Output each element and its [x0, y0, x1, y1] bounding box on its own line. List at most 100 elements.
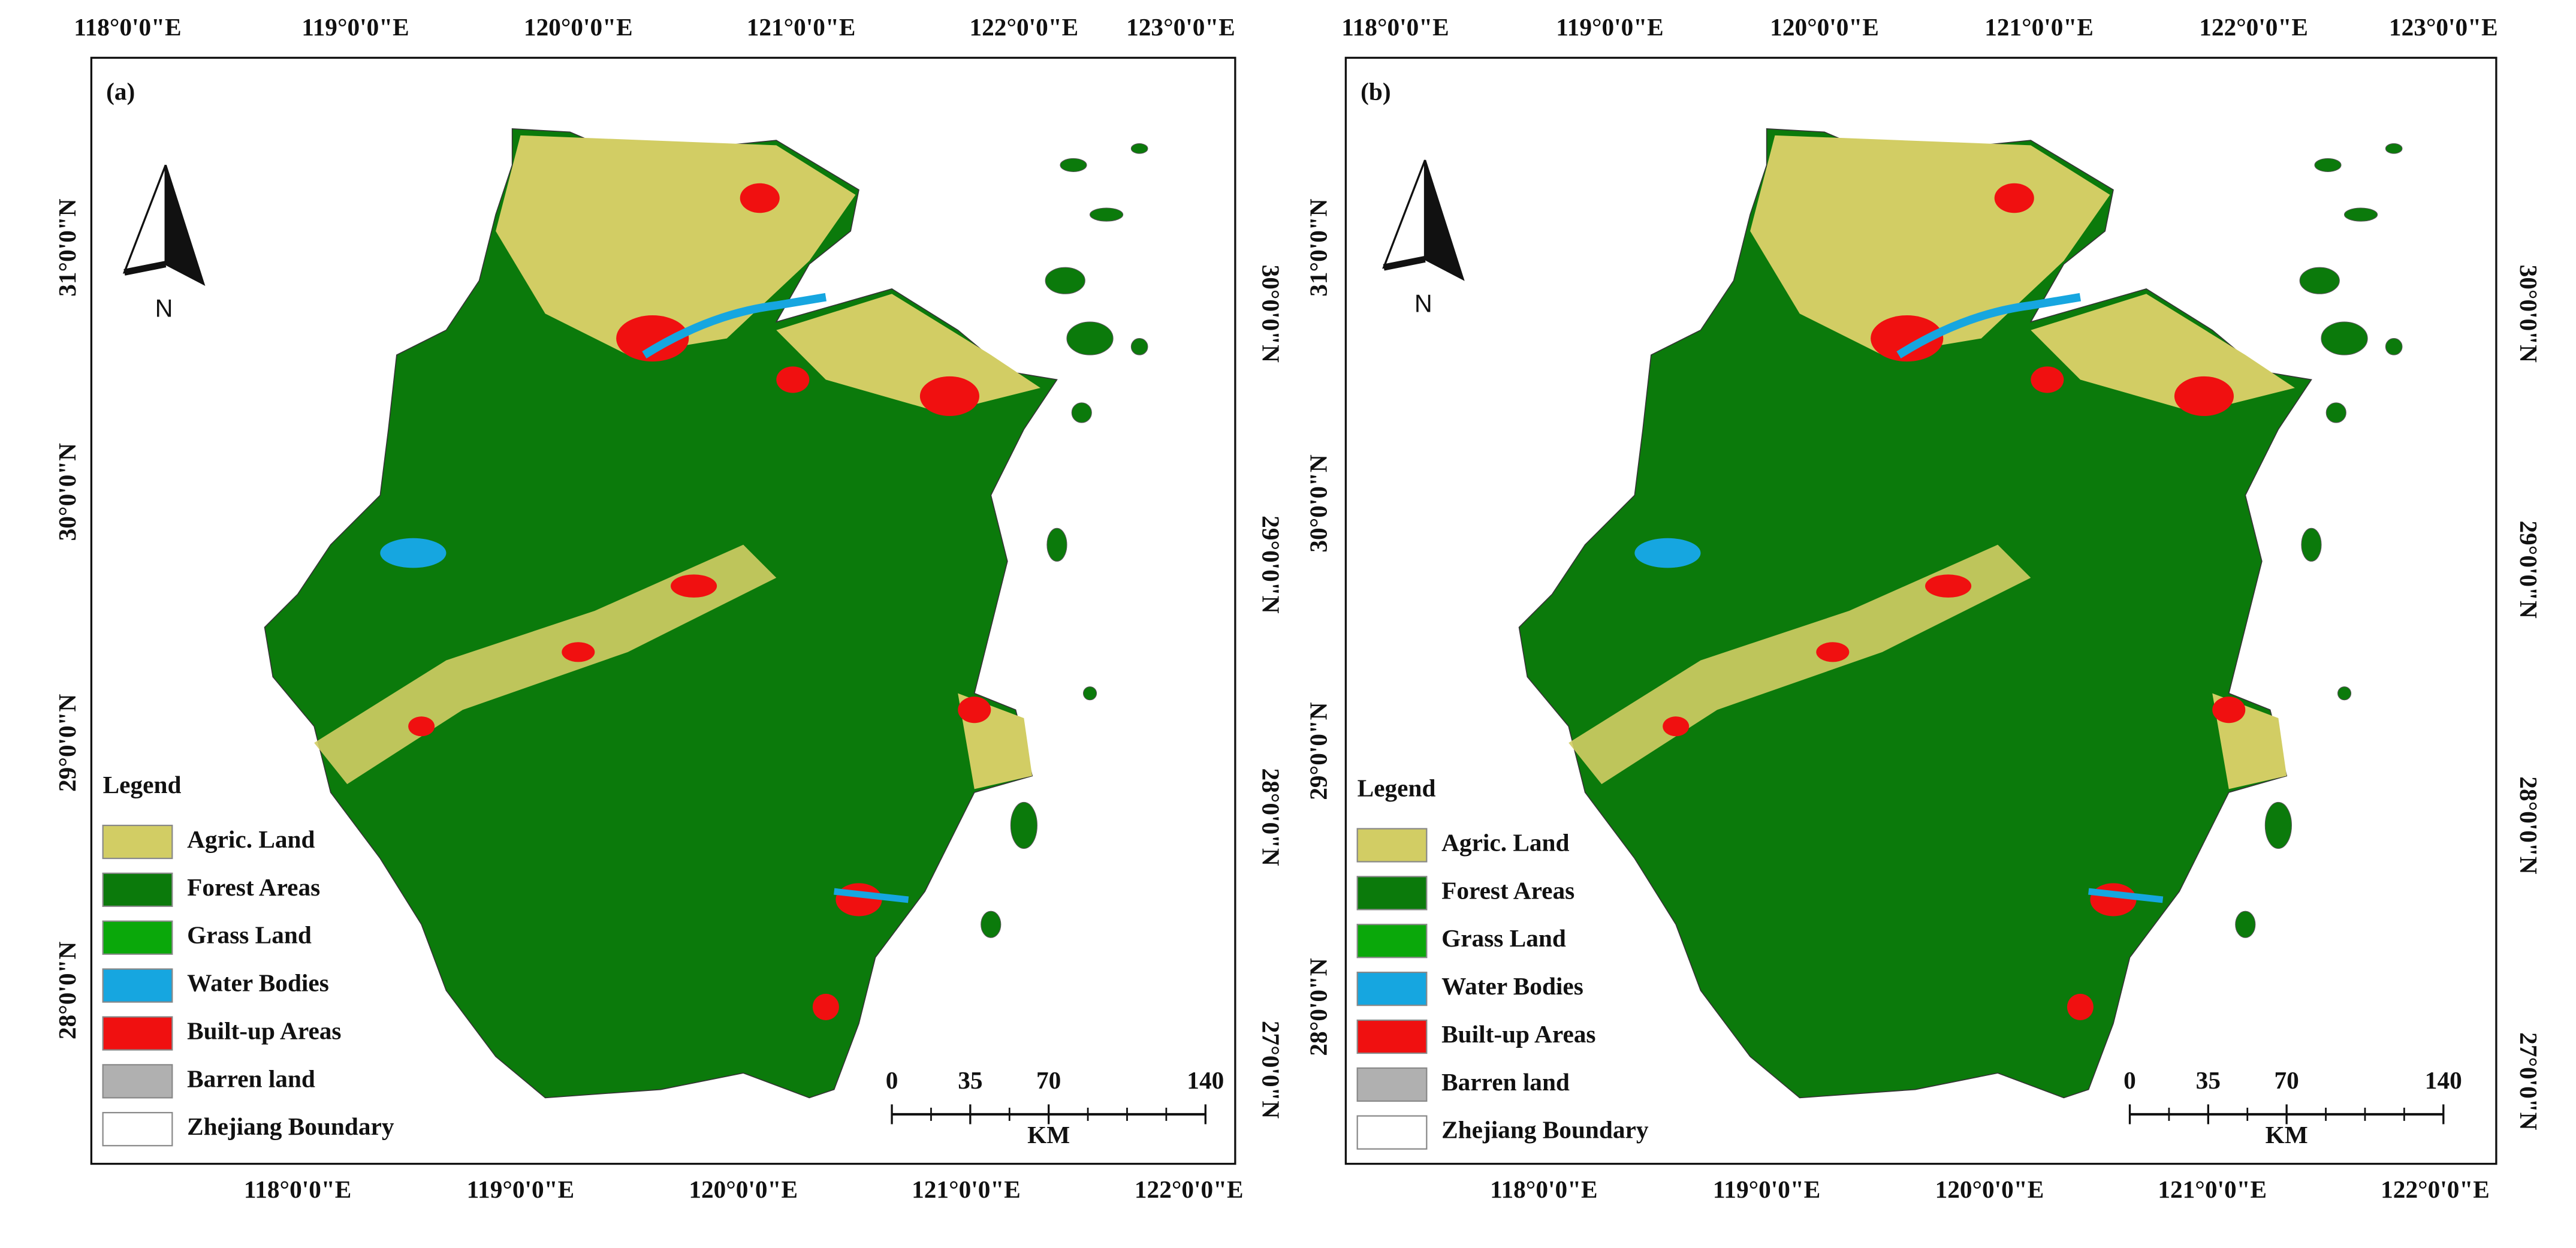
land-built-up — [562, 642, 595, 662]
legend-label: Forest Areas — [1441, 876, 1574, 904]
island — [1046, 527, 1067, 562]
water-river — [642, 293, 827, 358]
legend-label: Zhejiang Boundary — [1441, 1116, 1649, 1144]
land-agric-east — [2031, 294, 2295, 413]
land-built-up — [835, 883, 882, 917]
legend-label: Grass Land — [1441, 924, 1566, 952]
scale-bar-unit: KM — [2266, 1121, 2308, 1148]
land-built-up — [958, 697, 991, 724]
legend-swatch — [102, 1064, 173, 1099]
bottom-longitude-label: 119°0'0"E — [467, 1175, 574, 1203]
water-river — [1896, 293, 2082, 358]
island — [1045, 267, 1085, 294]
legend-title: Legend — [1358, 774, 1436, 802]
legend-swatch — [1356, 924, 1428, 958]
right-latitude-label: 30°0'0"N — [2515, 265, 2542, 363]
bottom-longitude-label: 122°0'0"E — [2381, 1175, 2490, 1203]
land-built-up — [812, 993, 839, 1020]
water-lake — [1634, 538, 1701, 568]
island — [2385, 143, 2403, 154]
top-longitude-label: 120°0'0"E — [1770, 13, 1879, 41]
land-built-up — [2212, 697, 2246, 724]
legend-swatch — [1356, 971, 1428, 1006]
scale-bar-label: 140 — [1187, 1066, 1224, 1094]
land-built-up — [919, 376, 980, 416]
top-longitude-label: 119°0'0"E — [1556, 13, 1663, 41]
left-latitude-label: 31°0'0"N — [53, 198, 81, 297]
map-panel: (b) 118°0'0"E 119°0'0"E 120°0'0"E 121°0'0"E 1… — [1305, 13, 2542, 1203]
right-latitude-label: 30°0'0"N — [1257, 265, 1284, 363]
legend-swatch — [102, 968, 173, 1003]
panel-label: (a) — [106, 77, 135, 105]
legend-label: Forest Areas — [187, 873, 320, 901]
land-built-up — [1871, 315, 1944, 362]
left-latitude-label: 29°0'0"N — [53, 694, 81, 792]
legend-title: Legend — [103, 771, 182, 798]
north-label: N — [1414, 290, 1432, 317]
land-built-up — [408, 716, 435, 737]
water-river-south — [834, 888, 909, 903]
bottom-longitude-label: 118°0'0"E — [244, 1175, 351, 1203]
scale-bar-label: 0 — [886, 1066, 898, 1094]
legend-label: Agric. Land — [187, 825, 315, 853]
left-latitude-label: 30°0'0"N — [53, 443, 81, 541]
right-latitude-label: 29°0'0"N — [2515, 520, 2542, 619]
left-latitude-label: 29°0'0"N — [1305, 702, 1332, 800]
right-latitude-label: 28°0'0"N — [2515, 776, 2542, 875]
land-built-up — [1994, 183, 2034, 213]
island — [2235, 911, 2256, 938]
scale-bar-label: 0 — [2123, 1066, 2136, 1094]
bottom-longitude-label: 121°0'0"E — [912, 1175, 1021, 1203]
scale-bar-label: 35 — [2196, 1066, 2221, 1094]
island — [2337, 686, 2352, 701]
right-latitude-label: 29°0'0"N — [1257, 516, 1284, 614]
bottom-longitude-label: 120°0'0"E — [689, 1175, 798, 1203]
island — [1066, 321, 1114, 355]
island — [2343, 207, 2378, 222]
island — [1060, 158, 1087, 172]
top-longitude-label: 121°0'0"E — [747, 13, 856, 41]
legend-swatch — [102, 1016, 173, 1051]
land-built-up — [1663, 716, 1690, 737]
bottom-longitude-label: 118°0'0"E — [1490, 1175, 1597, 1203]
island — [1082, 686, 1097, 701]
island — [1089, 207, 1124, 222]
legend-label: Barren land — [1441, 1068, 1570, 1096]
legend-label: Barren land — [187, 1065, 315, 1092]
land-built-up — [2031, 366, 2064, 393]
left-latitude-label: 28°0'0"N — [53, 942, 81, 1040]
land-built-up — [671, 574, 717, 598]
left-latitude-label: 31°0'0"N — [1305, 198, 1332, 297]
island — [981, 911, 1002, 938]
top-longitude-label: 118°0'0"E — [1341, 13, 1449, 41]
land-built-up — [1925, 574, 1972, 598]
island — [2264, 801, 2292, 849]
bottom-longitude-label: 119°0'0"E — [1713, 1175, 1820, 1203]
land-built-up — [740, 183, 780, 213]
top-longitude-label: 122°0'0"E — [970, 13, 1079, 41]
top-longitude-label: 119°0'0"E — [301, 13, 409, 41]
legend-label: Grass Land — [187, 921, 312, 949]
top-longitude-label: 122°0'0"E — [2199, 13, 2308, 41]
land-built-up — [2090, 883, 2137, 917]
water-river-south — [2088, 888, 2164, 903]
bottom-longitude-label: 122°0'0"E — [1135, 1175, 1244, 1203]
legend-label: Built-up Areas — [1441, 1020, 1595, 1048]
land-built-up — [2067, 993, 2094, 1020]
top-longitude-label: 123°0'0"E — [1126, 13, 1235, 41]
land-built-up — [776, 366, 810, 393]
water-lake — [380, 538, 447, 568]
legend-swatch — [102, 920, 173, 955]
legend-label: Agric. Land — [1441, 829, 1569, 857]
legend-swatch — [1356, 876, 1428, 911]
island — [1130, 338, 1148, 355]
legend-swatch — [102, 1112, 173, 1147]
left-latitude-label: 30°0'0"N — [1305, 454, 1332, 553]
legend-label: Water Bodies — [1441, 972, 1583, 1000]
top-longitude-label: 123°0'0"E — [2389, 13, 2498, 41]
scale-bar-unit: KM — [1027, 1121, 1070, 1148]
scale-bar-label: 70 — [2275, 1066, 2299, 1094]
north-arrow-right — [164, 164, 206, 287]
island — [1071, 402, 1092, 423]
